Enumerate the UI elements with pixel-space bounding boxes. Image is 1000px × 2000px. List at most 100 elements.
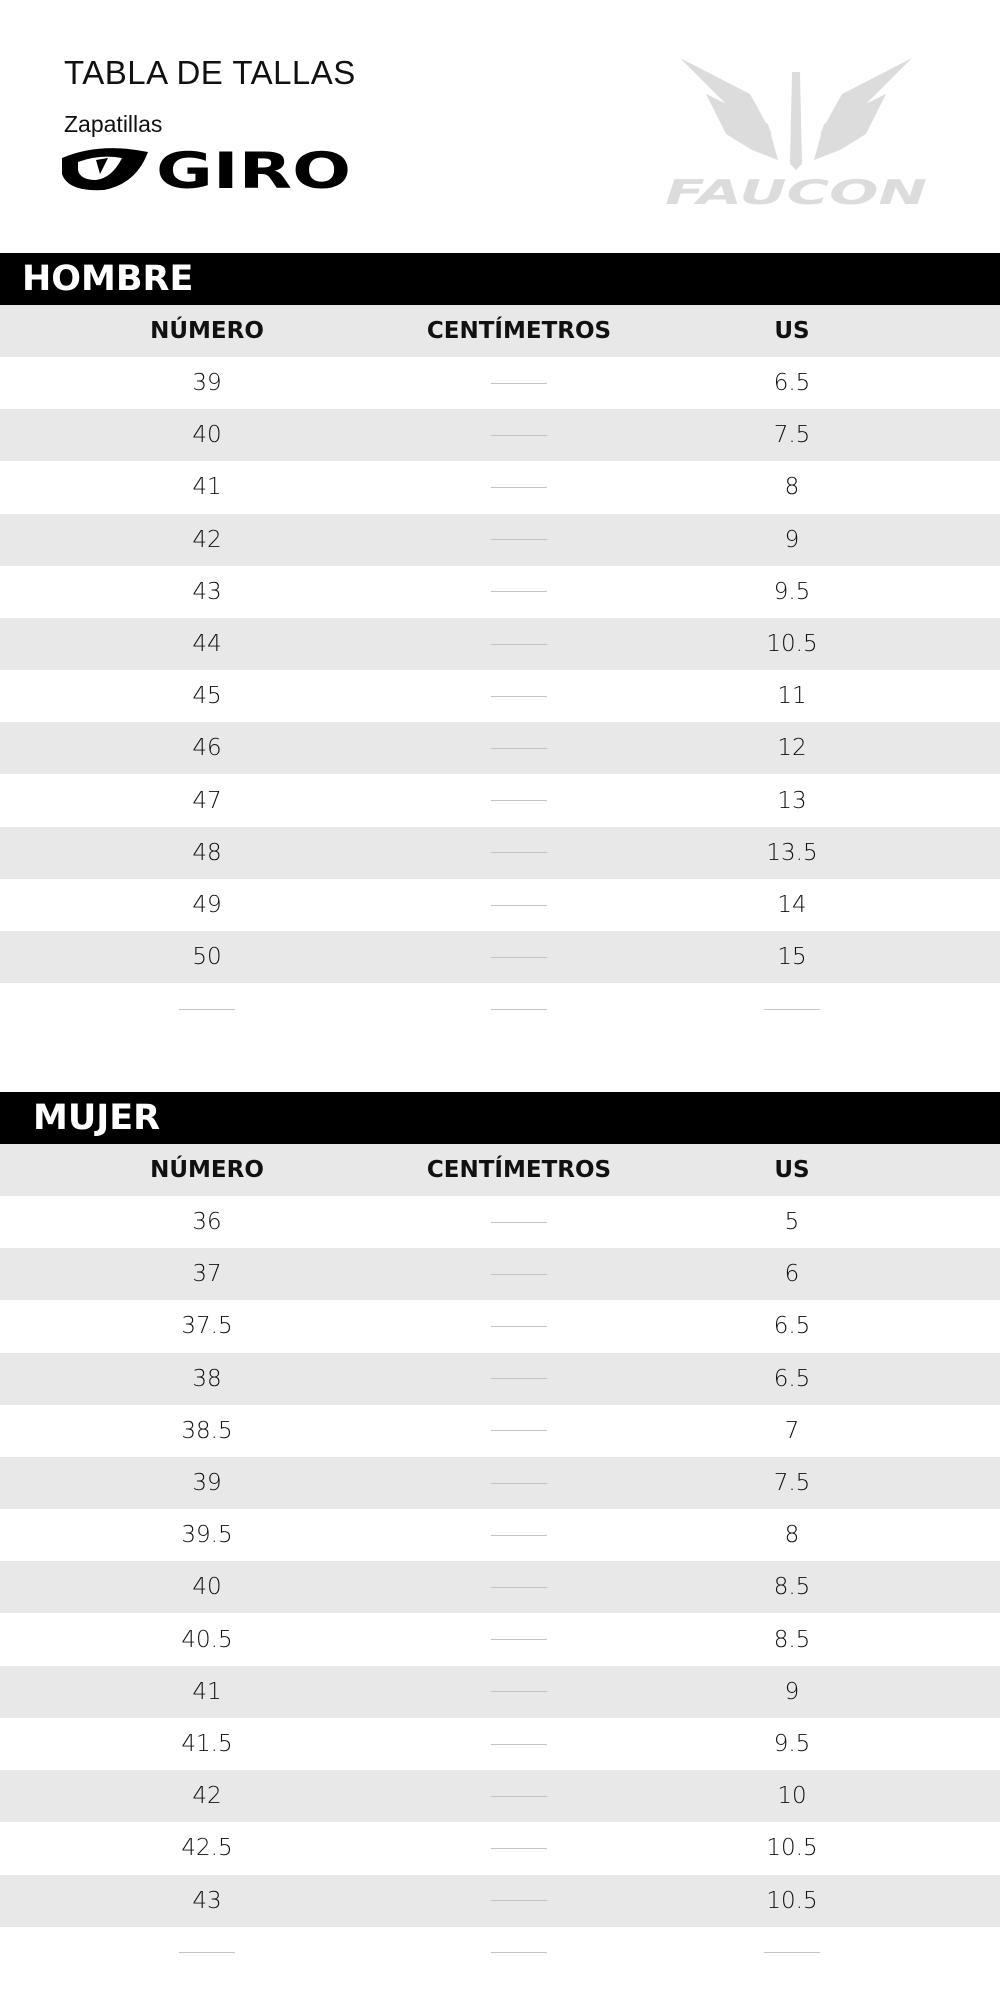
empty-dash xyxy=(491,382,547,384)
cell-centimetros-empty xyxy=(369,1457,669,1509)
cell-numero: 39.5 xyxy=(181,1522,233,1549)
section-header-mujer: MUJER xyxy=(0,1092,1000,1144)
cell-numero: 37.5 xyxy=(181,1313,233,1340)
column-header-numero: NÚMERO xyxy=(150,318,264,344)
empty-dash xyxy=(491,1639,547,1641)
empty-dash xyxy=(491,539,547,541)
table-row: 38 6.5 xyxy=(0,1352,1000,1405)
cell-us: 15 xyxy=(777,944,807,971)
cell-numero: 38.5 xyxy=(181,1417,233,1444)
cell-centimetros-empty xyxy=(369,1614,669,1666)
cell-numero: 39 xyxy=(192,370,222,396)
cell-centimetros-empty xyxy=(369,931,669,983)
empty-dash xyxy=(491,800,547,802)
empty-dash xyxy=(491,1482,547,1484)
cell-numero: 40.5 xyxy=(181,1626,233,1653)
cell-us: 7.5 xyxy=(773,1470,811,1496)
column-header-centimetros: CENTÍMETROS xyxy=(426,1157,612,1183)
cell-centimetros-empty xyxy=(369,879,669,931)
cell-numero: 50 xyxy=(192,944,222,971)
cell-centimetros-empty xyxy=(369,1509,669,1561)
cell-us: 9.5 xyxy=(773,1731,811,1757)
cell-centimetros-empty xyxy=(369,1822,669,1874)
table-row: 44 10.5 xyxy=(0,618,1000,670)
cell-us: 7 xyxy=(784,1417,800,1444)
cell-us: 10.5 xyxy=(766,631,818,657)
empty-dash xyxy=(491,1430,547,1432)
empty-dash xyxy=(764,1008,820,1010)
empty-dash xyxy=(491,1378,547,1380)
cell-us: 10.5 xyxy=(766,1835,818,1862)
table-row: 43 9.5 xyxy=(0,566,1000,618)
column-header-numero: NÚMERO xyxy=(150,1157,264,1183)
empty-dash xyxy=(491,1008,547,1010)
cell-centimetros-empty xyxy=(369,722,669,774)
cell-numero: 46 xyxy=(192,735,222,762)
cell-centimetros-empty xyxy=(369,1248,669,1300)
cell-us: 6 xyxy=(784,1261,800,1288)
svg-text:GIRO: GIRO xyxy=(156,144,351,192)
table-row: 40 8.5 xyxy=(0,1561,1000,1614)
cell-us: 8.5 xyxy=(773,1626,811,1653)
cell-centimetros-empty xyxy=(369,514,669,566)
cell-numero: 37 xyxy=(192,1261,222,1288)
cell-numero: 49 xyxy=(192,892,222,918)
table-row: 39 6.5 xyxy=(0,357,1000,409)
cell-centimetros-empty xyxy=(369,566,669,618)
table-row xyxy=(0,983,1000,1035)
empty-dash xyxy=(764,1952,820,1954)
empty-dash xyxy=(491,1847,547,1849)
table-row: 41 9 xyxy=(0,1665,1000,1718)
table-row: 45 11 xyxy=(0,670,1000,722)
cell-us: 10 xyxy=(777,1783,807,1810)
empty-dash xyxy=(491,1900,547,1902)
empty-dash xyxy=(491,1952,547,1954)
cell-numero: 36 xyxy=(192,1209,222,1235)
empty-dash xyxy=(179,1008,235,1010)
empty-dash xyxy=(491,643,547,645)
section-title: HOMBRE xyxy=(22,259,194,299)
cell-numero: 45 xyxy=(192,683,222,710)
cell-us: 10.5 xyxy=(766,1887,818,1914)
cell-numero: 48 xyxy=(192,839,222,866)
cell-us: 6.5 xyxy=(773,370,811,396)
table-header-row: NÚMERO CENTÍMETROS US xyxy=(0,1144,1000,1196)
cell-numero: 41 xyxy=(192,1678,222,1705)
cell-numero: 42.5 xyxy=(181,1835,233,1862)
cell-numero-empty xyxy=(57,983,357,1035)
cell-numero: 42 xyxy=(192,526,222,553)
cell-us: 6.5 xyxy=(773,1365,811,1392)
table-row: 39.5 8 xyxy=(0,1509,1000,1561)
cell-numero: 44 xyxy=(192,631,222,657)
table-row: 37.5 6.5 xyxy=(0,1300,1000,1352)
cell-numero: 38 xyxy=(192,1365,222,1392)
cell-centimetros-empty xyxy=(369,618,669,670)
cell-us: 9 xyxy=(784,1678,800,1705)
product-category: Zapatillas xyxy=(64,111,163,137)
cell-centimetros-empty xyxy=(369,1927,669,1979)
giro-logo: GIRO xyxy=(62,144,351,192)
page-title: TABLA DE TALLAS xyxy=(64,54,356,91)
column-header-us: US xyxy=(774,318,810,344)
empty-dash xyxy=(491,486,547,488)
empty-dash xyxy=(491,956,547,958)
cell-centimetros-empty xyxy=(369,1300,669,1352)
cell-numero-empty xyxy=(57,1927,357,1979)
cell-centimetros-empty xyxy=(369,461,669,513)
cell-centimetros-empty xyxy=(369,1405,669,1457)
cell-us: 11 xyxy=(777,683,807,710)
cell-numero: 39 xyxy=(192,1470,222,1496)
cell-centimetros-empty xyxy=(369,983,669,1035)
table-row: 40.5 8.5 xyxy=(0,1614,1000,1666)
empty-dash xyxy=(491,904,547,906)
cell-centimetros-empty xyxy=(369,1561,669,1613)
empty-dash xyxy=(491,1795,547,1797)
cell-us: 13.5 xyxy=(766,839,818,866)
table-row: 40 7.5 xyxy=(0,409,1000,462)
empty-dash xyxy=(491,434,547,436)
table-row xyxy=(0,1927,1000,1979)
cell-us: 7.5 xyxy=(773,422,811,449)
cell-centimetros-empty xyxy=(369,1875,669,1927)
cell-centimetros-empty xyxy=(369,1353,669,1405)
table-row: 42.5 10.5 xyxy=(0,1822,1000,1874)
